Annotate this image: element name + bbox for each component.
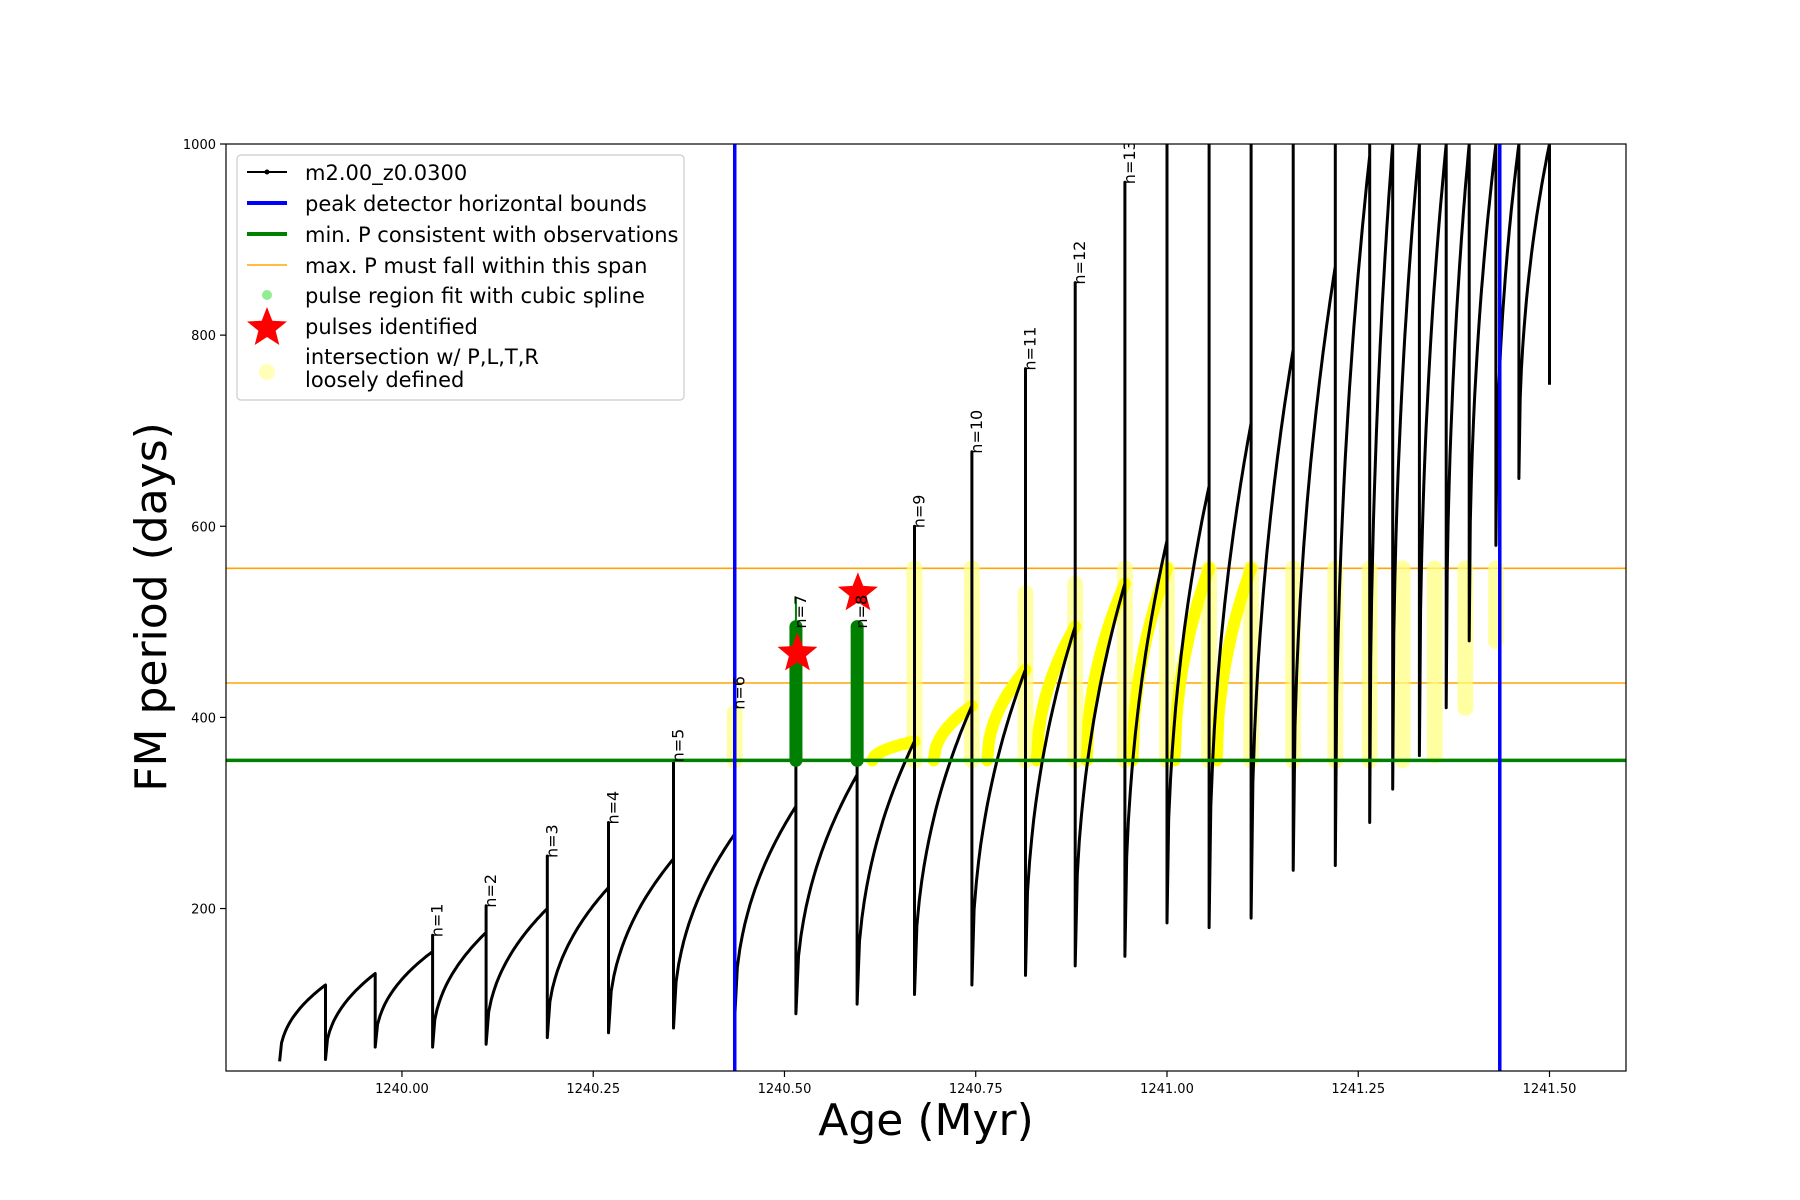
legend-label: peak detector horizontal bounds	[305, 192, 647, 216]
intersection-point	[1458, 700, 1473, 715]
intersection-point	[1427, 654, 1442, 669]
plot-frame	[225, 143, 1627, 1072]
intersection-arc	[866, 735, 921, 767]
y-axis-title: FM period (days)	[126, 422, 177, 792]
intersection-arc	[1030, 620, 1082, 767]
intersection-arc	[927, 699, 978, 767]
intersection-point	[1395, 712, 1410, 727]
intersection-point	[1395, 588, 1410, 603]
intersection-point	[1427, 601, 1442, 616]
x-tick-label: 1240.75	[949, 1082, 1003, 1097]
y-tick-label: 1000	[183, 138, 216, 153]
pulse-label: n=1	[428, 904, 447, 938]
intersection-point	[1395, 616, 1410, 631]
intersection-point	[1427, 735, 1442, 750]
pulse-label: n=4	[604, 791, 623, 825]
legend-label: min. P consistent with observations	[305, 223, 678, 247]
pulse-label: n=5	[669, 729, 688, 763]
x-tick-label: 1241.50	[1523, 1082, 1577, 1097]
axis-ticks: 1240.00 1240.25 1240.50 1240.75 1241.00 1241.…	[183, 138, 1576, 1097]
intersection-arc	[1168, 562, 1216, 767]
y-tick-label: 200	[191, 903, 216, 918]
intersection-point	[1458, 686, 1473, 701]
intersection-arc	[1080, 577, 1131, 767]
legend-box	[236, 154, 685, 401]
intersection-point	[1458, 645, 1473, 660]
series-line-m2	[278, 144, 1551, 1062]
pulse-star-marker	[777, 632, 818, 671]
pulse-label: n=11	[1021, 327, 1040, 371]
intersection-point	[1395, 643, 1410, 658]
legend-label: pulse region fit with cubic spline	[305, 284, 645, 308]
pulse-label: n=6	[730, 676, 749, 710]
intersection-point	[1427, 628, 1442, 643]
pulse-star-marker	[837, 572, 878, 611]
intersection-point	[1395, 725, 1410, 740]
legend-label: max. P must fall within this span	[305, 254, 647, 278]
intersection-arc	[981, 663, 1032, 767]
pulse-label: n=12	[1070, 241, 1089, 285]
intersection-point	[1395, 684, 1410, 699]
pulse-label: n=7	[791, 595, 810, 629]
intersection-point	[1427, 668, 1442, 683]
intersection-point	[1395, 698, 1410, 713]
x-tick-label: 1241.25	[1331, 1082, 1385, 1097]
intersection-point	[1427, 721, 1442, 736]
pulse-label: n=9	[910, 495, 929, 529]
x-tick-label: 1240.00	[375, 1082, 429, 1097]
pulse-label: n=3	[542, 824, 561, 858]
pulse-label: n=8	[852, 595, 871, 629]
legend-label: loosely defined	[305, 368, 464, 392]
intersection-point	[1427, 614, 1442, 629]
legend-handle-dot	[262, 290, 272, 300]
legend-label: pulses identified	[305, 315, 478, 339]
legend-handle-star	[247, 307, 287, 345]
intersection-point	[1395, 629, 1410, 644]
pulse-label: n=10	[967, 410, 986, 454]
plot-area: n=1 n=2 n=3 n=4 n=5 n=6 n=7 n=8 n=9 n=10 n=11 n=12 n…	[226, 140, 1626, 1071]
x-axis-title: Age (Myr)	[818, 1095, 1034, 1146]
intersection-point	[1395, 671, 1410, 686]
intersection-arc	[1210, 562, 1258, 767]
legend-handle-circle	[259, 364, 275, 380]
x-tick-label: 1240.50	[758, 1082, 812, 1097]
intersection-point	[1427, 681, 1442, 696]
y-tick-label: 600	[191, 520, 216, 535]
intersection-point	[1395, 657, 1410, 672]
intersection-point	[1395, 561, 1410, 576]
intersection-point	[1427, 641, 1442, 656]
legend-label: m2.00_z0.0300	[305, 161, 467, 186]
pulse-label: n=13	[1120, 140, 1139, 184]
intersection-point	[1395, 602, 1410, 617]
intersection-point	[1458, 672, 1473, 687]
intersection-point	[1427, 561, 1442, 576]
intersection-point	[1395, 575, 1410, 590]
intersection-point	[1427, 695, 1442, 710]
legend-label: intersection w/ P,L,T,R	[305, 345, 539, 369]
intersection-point	[1427, 708, 1442, 723]
intersection-point	[1458, 658, 1473, 673]
intersection-point	[1427, 574, 1442, 589]
legend-handle-dot	[264, 169, 270, 175]
y-tick-label: 400	[191, 711, 216, 726]
x-tick-label: 1240.25	[566, 1082, 620, 1097]
y-tick-label: 800	[191, 329, 216, 344]
pulse-label: n=2	[481, 874, 500, 908]
x-tick-label: 1241.00	[1140, 1082, 1194, 1097]
intersection-point	[1427, 588, 1442, 603]
intersection-point	[1395, 739, 1410, 754]
